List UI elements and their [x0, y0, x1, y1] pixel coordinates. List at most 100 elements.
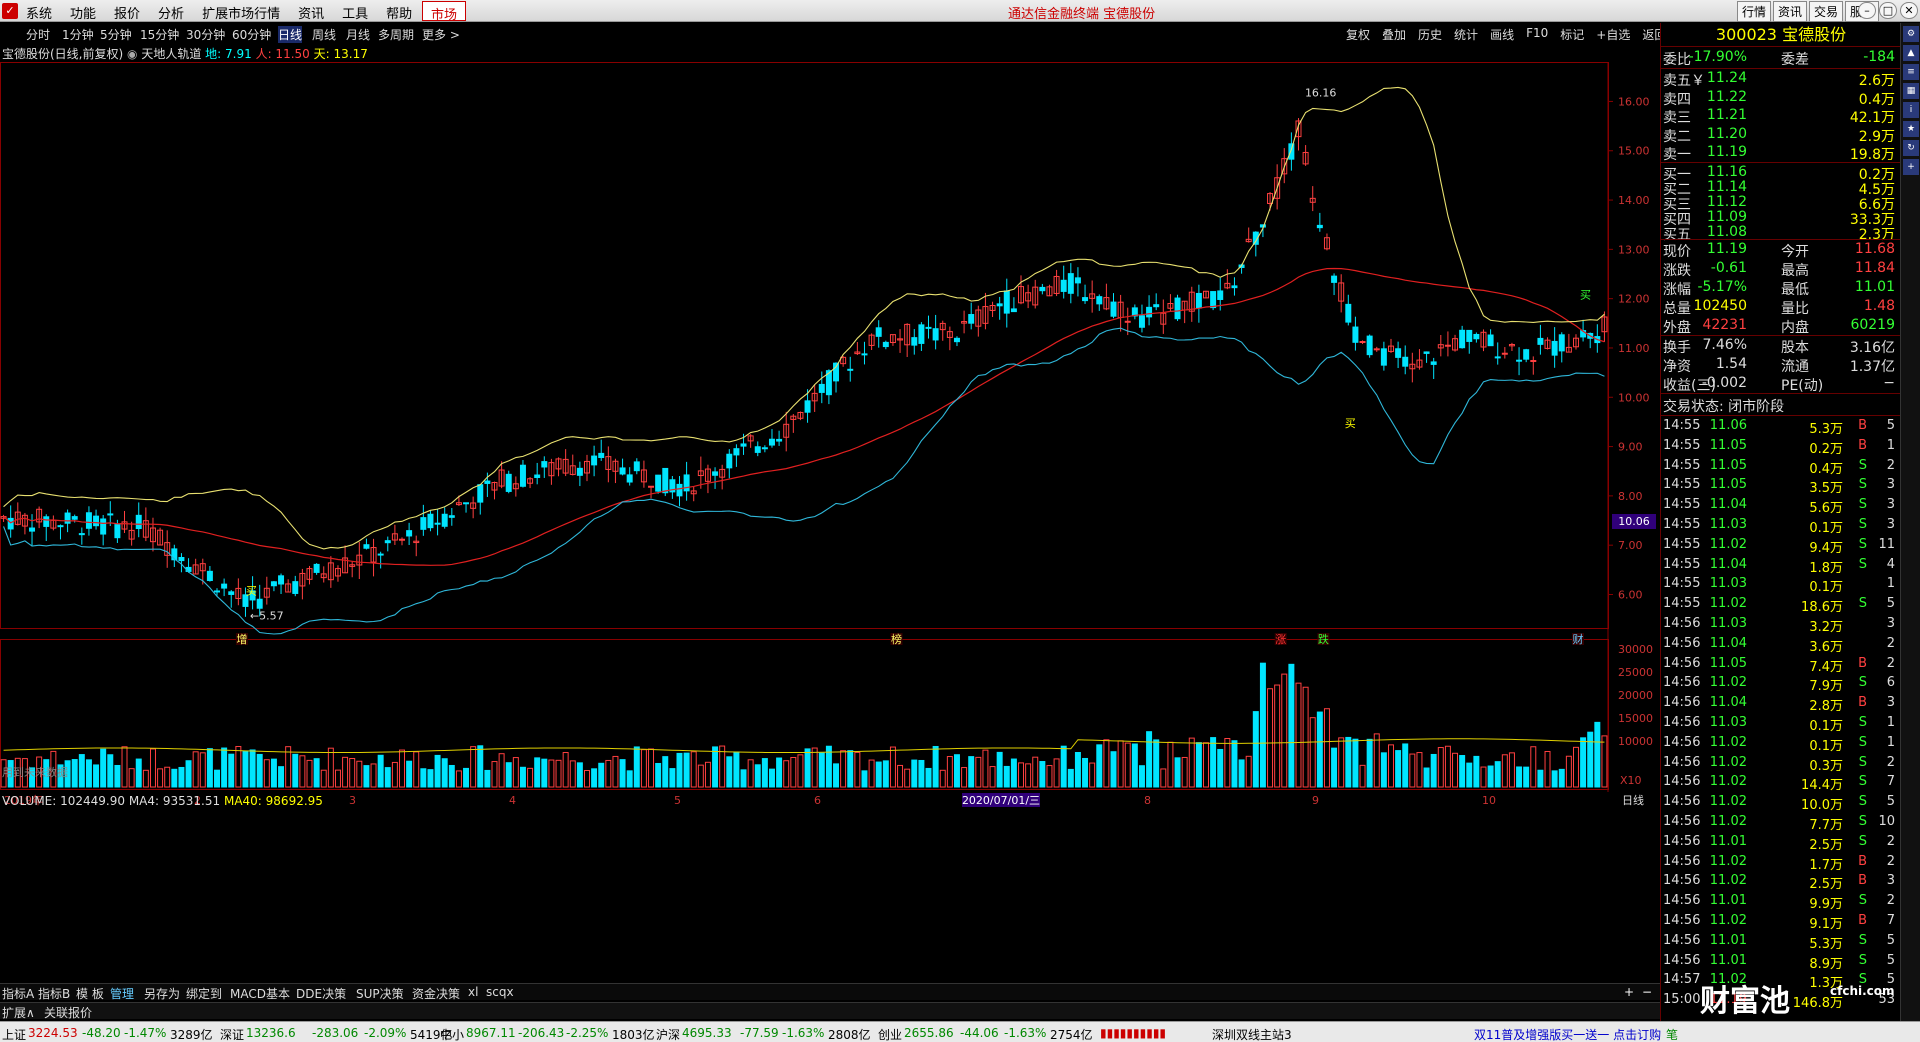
sz-value: 13236.6	[246, 1026, 296, 1040]
sup-tab[interactable]: SUP决策	[356, 987, 404, 1001]
close-icon[interactable]: ✕	[1900, 2, 1918, 19]
divider	[1661, 393, 1901, 394]
candle-body	[1331, 275, 1338, 283]
server-station[interactable]: 深圳双线主站3	[1212, 1028, 1292, 1042]
menu-quote[interactable]: 报价	[114, 7, 141, 22]
tick-volume: 7.9万	[1809, 679, 1843, 695]
tick-volume: 5.3万	[1809, 936, 1843, 952]
period-monthly[interactable]: 月线	[346, 28, 371, 42]
refresh-icon[interactable]: ↻	[1903, 140, 1919, 156]
candle-body	[754, 446, 761, 453]
sh-label[interactable]: 上证	[2, 1028, 27, 1042]
manage-tab[interactable]: 管理	[110, 987, 135, 1001]
period-30min[interactable]: 30分钟	[186, 28, 226, 42]
hs-label[interactable]: 沪深	[656, 1028, 681, 1042]
scqx-tab[interactable]: scqx	[486, 985, 514, 999]
period-daily[interactable]: 日线	[278, 26, 303, 43]
tick-price: 11.19	[1709, 992, 1747, 1008]
indicator-a-tab[interactable]: 指标A	[2, 987, 35, 1001]
chart-icon[interactable]: ▲	[1903, 45, 1919, 61]
period-15min[interactable]: 15分钟	[140, 28, 180, 42]
market-button[interactable]: 市场	[422, 1, 467, 23]
news-button[interactable]: 资讯	[1773, 1, 1808, 22]
f10-button[interactable]: F10	[1526, 26, 1549, 40]
tick-side: B	[1858, 418, 1867, 433]
menu-tools[interactable]: 工具	[342, 7, 369, 22]
tick-volume: 9.9万	[1809, 897, 1843, 913]
kline-svg[interactable]: 16.00 15.00 14.00 13.00 12.00 11.00 10.00 9.00 8…	[0, 62, 1660, 992]
candle-body	[477, 484, 484, 503]
candle-body	[71, 516, 78, 520]
volume-bar	[854, 751, 861, 788]
volume-bar	[334, 769, 341, 788]
dde-tab[interactable]: DDE决策	[296, 987, 347, 1001]
menu-ext-market[interactable]: 扩展市场行情	[202, 7, 281, 22]
zoom-in-button[interactable]: +	[1624, 985, 1635, 999]
zx-label[interactable]: 中小	[440, 1028, 465, 1042]
list-icon[interactable]: ≡	[1903, 64, 1919, 80]
tick-count: 11	[1878, 536, 1895, 552]
period-60min[interactable]: 60分钟	[232, 28, 272, 42]
tick-mode-label[interactable]: 笔	[1666, 1028, 1679, 1042]
extend-button[interactable]: 扩展∧	[2, 1006, 35, 1020]
period-fenshi[interactable]: 分时	[26, 28, 51, 42]
candle-body	[562, 458, 569, 474]
candle-body	[1217, 290, 1224, 300]
fund-tab[interactable]: 资金决策	[412, 987, 461, 1001]
volume-bar	[1288, 663, 1295, 788]
menu-news[interactable]: 资讯	[298, 7, 325, 22]
row-label: 卖四	[1663, 91, 1691, 108]
star-icon[interactable]: ★	[1903, 121, 1919, 137]
xl-tab[interactable]: xl	[468, 985, 479, 999]
period-multi[interactable]: 多周期	[378, 28, 415, 42]
candle-body	[719, 468, 726, 478]
row-label: 收益(三)	[1663, 378, 1716, 394]
tick-volume: 5.3万	[1809, 422, 1843, 437]
volume-bar	[527, 767, 534, 788]
bind-tab[interactable]: 绑定到	[186, 987, 223, 1001]
menu-function[interactable]: 功能	[70, 7, 97, 22]
period-1min[interactable]: 1分钟	[62, 28, 94, 42]
kline-chart[interactable]: 16.00 15.00 14.00 13.00 12.00 11.00 10.00 9.00 8…	[0, 62, 1660, 992]
low-price-label: ←5.57	[250, 610, 284, 623]
info-icon[interactable]: i	[1903, 102, 1919, 118]
volume-axis-label: 20000	[1618, 689, 1653, 702]
fuquan-button[interactable]: 复权	[1346, 28, 1371, 42]
history-button[interactable]: 历史	[1418, 28, 1443, 42]
promo-link[interactable]: 双11普及增强版买一送一 点击订购	[1474, 1028, 1662, 1042]
overlay-button[interactable]: 叠加	[1382, 28, 1407, 42]
template-tab[interactable]: 模 板	[76, 987, 104, 1001]
grid-icon[interactable]: ▦	[1903, 83, 1919, 99]
trade-button[interactable]: 交易	[1809, 1, 1844, 22]
maximize-icon[interactable]: □	[1879, 2, 1897, 19]
menu-help[interactable]: 帮助	[386, 7, 413, 22]
plus-icon[interactable]: +	[1903, 159, 1919, 175]
period-5min[interactable]: 5分钟	[100, 28, 132, 42]
volume-bar	[584, 769, 590, 788]
menu-system[interactable]: 系统	[26, 7, 53, 22]
macd-tab[interactable]: MACD基本	[230, 987, 290, 1001]
gear-icon[interactable]: ⚙	[1903, 26, 1919, 42]
indicator-b-tab[interactable]: 指标B	[38, 987, 71, 1001]
sz-label[interactable]: 深证	[220, 1028, 245, 1042]
mark-button[interactable]: 标记	[1560, 28, 1585, 42]
zoom-out-button[interactable]: −	[1642, 985, 1653, 999]
extension-row: 扩展∧ 关联报价	[0, 1002, 1660, 1020]
add-watchlist-button[interactable]: +自选	[1596, 28, 1631, 42]
quote-button[interactable]: 行情	[1737, 1, 1772, 22]
candle-body	[1203, 290, 1209, 299]
date-axis-label: 5	[674, 794, 681, 807]
volume-bar	[1594, 721, 1601, 788]
tick-count: 1	[1886, 576, 1895, 592]
minimize-icon[interactable]: –	[1858, 2, 1876, 19]
save-as-tab[interactable]: 另存为	[144, 987, 181, 1001]
cy-label[interactable]: 创业	[878, 1028, 903, 1042]
candle-body	[1281, 158, 1288, 175]
menu-analysis[interactable]: 分析	[158, 7, 185, 22]
indicator-settings-icon[interactable]: ◉	[127, 47, 138, 61]
draw-button[interactable]: 画线	[1490, 28, 1515, 42]
related-quote-button[interactable]: 关联报价	[44, 1006, 93, 1020]
period-more[interactable]: 更多 >	[422, 28, 460, 42]
stats-button[interactable]: 统计	[1454, 28, 1479, 42]
period-weekly[interactable]: 周线	[312, 28, 337, 42]
